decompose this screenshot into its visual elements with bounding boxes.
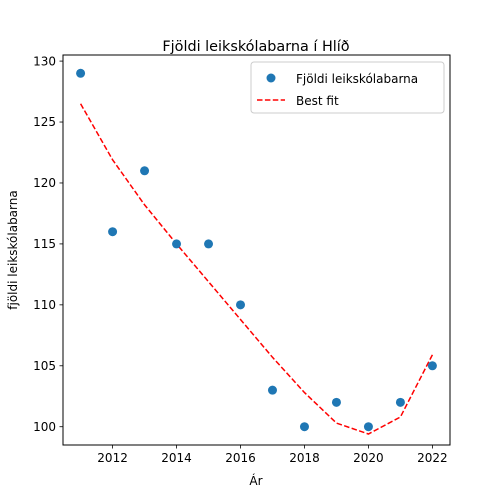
data-point [140, 166, 150, 176]
chart-title: Fjöldi leikskólabarna í Hlíð [162, 39, 349, 55]
series-layer [76, 68, 437, 435]
x-tick-label: 2022 [417, 451, 448, 465]
legend-box [250, 61, 445, 114]
x-axis-label: Ár [249, 473, 262, 488]
best-fit-line [79, 103, 434, 435]
data-point [395, 397, 405, 407]
data-point [236, 300, 246, 310]
plot-area [63, 55, 450, 445]
data-point [76, 68, 86, 78]
data-point [108, 227, 118, 237]
y-tick-label: 125 [33, 115, 56, 129]
y-axis-label: fjöldi leikskólabarna [6, 190, 20, 309]
legend-marker-scatter [266, 73, 276, 83]
data-point [204, 239, 214, 249]
y-tick-label: 105 [33, 359, 56, 373]
legend-label-series-1: Fjöldi leikskólabarna [296, 72, 418, 86]
legend: Fjöldi leikskólabarna Best fit [250, 61, 445, 114]
data-point [427, 361, 437, 371]
y-tick-label: 115 [33, 237, 56, 251]
x-tick-label: 2016 [225, 451, 256, 465]
y-tick-label: 110 [33, 298, 56, 312]
y-tick-label: 100 [33, 420, 56, 434]
y-axis: 100 105 110 115 120 125 130 [33, 54, 63, 434]
data-point [267, 385, 277, 395]
data-point [363, 422, 373, 432]
x-tick-label: 2014 [161, 451, 192, 465]
x-tick-label: 2012 [97, 451, 128, 465]
y-tick-label: 130 [33, 54, 56, 68]
data-point [331, 397, 341, 407]
plot-frame [62, 54, 451, 446]
x-tick-label: 2020 [353, 451, 384, 465]
x-axis: 2012 2014 2016 2018 2020 2022 [97, 445, 448, 465]
legend-label-series-2: Best fit [296, 94, 339, 108]
data-point [172, 239, 182, 249]
x-tick-label: 2018 [289, 451, 320, 465]
data-point [299, 422, 309, 432]
y-tick-label: 120 [33, 176, 56, 190]
